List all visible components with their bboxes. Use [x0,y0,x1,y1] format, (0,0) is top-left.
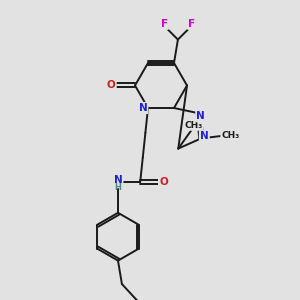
Text: F: F [188,19,195,29]
Text: N: N [139,103,147,113]
Text: H: H [115,183,122,192]
Text: N: N [196,111,205,121]
Text: O: O [107,80,116,91]
Text: CH₃: CH₃ [221,131,239,140]
Text: O: O [159,177,168,187]
Text: N: N [114,175,122,185]
Text: CH₃: CH₃ [184,121,202,130]
Text: F: F [160,19,168,29]
Text: N: N [200,131,209,141]
